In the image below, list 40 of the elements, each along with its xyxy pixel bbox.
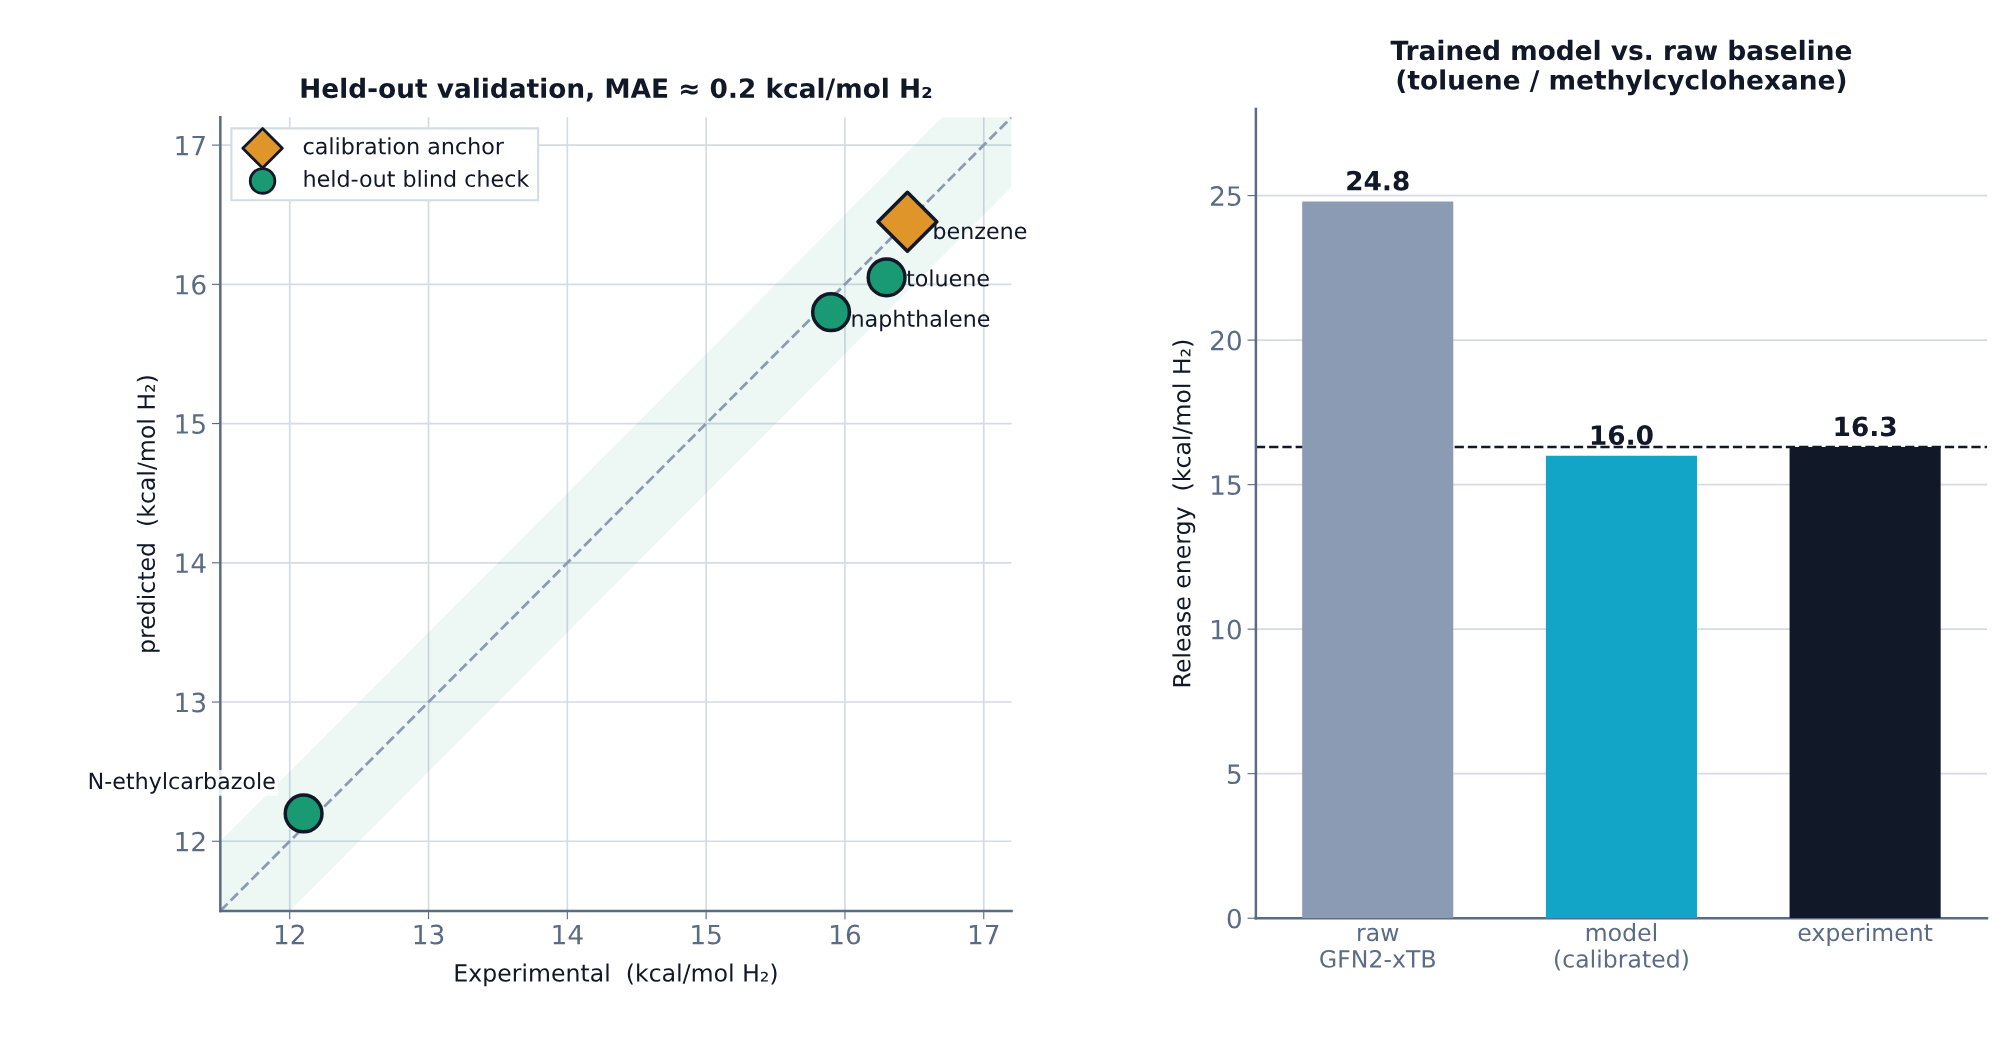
- x-axis-title: Experimental (kcal/mol H₂): [455, 963, 777, 987]
- point: [283, 793, 324, 834]
- data-label: 16.0: [1591, 425, 1653, 446]
- y-tick-label: 17: [176, 135, 205, 156]
- x-tick-label: 16: [831, 924, 861, 945]
- data-label: 16.3: [1835, 416, 1896, 437]
- legend-label: calibration anchor: [303, 137, 504, 155]
- y-tick-label: 13: [176, 692, 206, 713]
- y-tick-label: 15: [176, 414, 205, 434]
- y-tick-label: 20: [1211, 330, 1241, 351]
- annotation: benzene: [934, 222, 1027, 240]
- chart-title: Held-out validation, MAE ≈ 0.2 kcal/mol H₂: [301, 77, 932, 102]
- y-tick-label: 16: [176, 274, 206, 295]
- x-tick-label: experiment: [1798, 923, 1933, 946]
- bar: [1302, 201, 1454, 919]
- point: [810, 292, 852, 333]
- y-axis-title: predicted (kcal/mol H₂): [136, 376, 160, 652]
- x-tick-label: 15: [692, 924, 721, 945]
- legend-label: held-out blind check: [304, 169, 530, 188]
- x-tick-label: raw GFN2-xTB: [1320, 927, 1435, 968]
- y-tick-label: 5: [1227, 764, 1241, 785]
- y-axis-title: Release energy (kcal/mol H₂): [1172, 340, 1196, 687]
- y-tick-label: 14: [176, 553, 206, 573]
- annotation: naphthalene: [852, 309, 990, 332]
- x-tick-label: 12: [275, 924, 304, 945]
- point: [866, 257, 907, 298]
- bar: [1545, 455, 1697, 919]
- y-tick-label: 12: [176, 831, 205, 852]
- y-tick-label: 10: [1212, 619, 1241, 640]
- data-label: 24.8: [1347, 170, 1409, 191]
- y-tick-label: 0: [1227, 908, 1241, 929]
- chart-title: Trained model vs. raw baseline (toluene / methylcyclohexane): [1390, 39, 1852, 96]
- x-tick-label: 14: [553, 924, 583, 945]
- annotation: N-ethylcarbazole: [89, 772, 275, 794]
- x-tick-label: 17: [969, 924, 999, 945]
- x-tick-label: 13: [414, 924, 444, 945]
- annotation: toluene: [906, 269, 989, 287]
- y-tick-label: 15: [1212, 475, 1241, 496]
- y-tick-label: 25: [1211, 186, 1241, 206]
- x-tick-label: model (calibrated): [1554, 923, 1688, 971]
